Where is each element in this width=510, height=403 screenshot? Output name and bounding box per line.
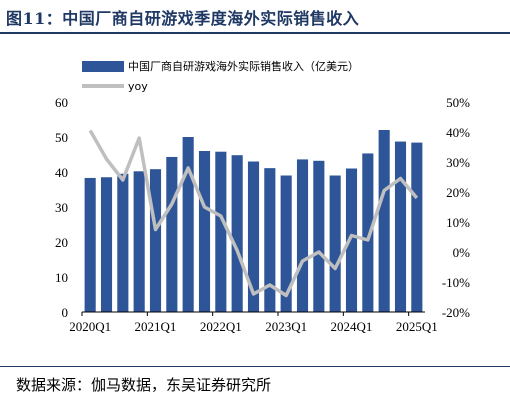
chart: 中国厂商自研游戏海外实际销售收入（亿美元） yoy 0 10 20 30 40 50 60 -… bbox=[55, 59, 470, 334]
x-tick-label: 2021Q1 bbox=[135, 319, 177, 334]
left-tick-label: 50 bbox=[55, 130, 68, 145]
bar bbox=[345, 168, 358, 312]
bar bbox=[378, 130, 390, 312]
x-tick-label: 2024Q1 bbox=[331, 319, 373, 334]
bar bbox=[231, 155, 243, 312]
left-tick-label: 60 bbox=[55, 95, 68, 110]
bar bbox=[411, 142, 423, 312]
axes bbox=[81, 311, 425, 316]
legend-bar-label: 中国厂商自研游戏海外实际销售收入（亿美元） bbox=[128, 59, 359, 73]
figure-title: 图11：中国厂商自研游戏季度海外实际销售收入 bbox=[6, 9, 360, 28]
bar bbox=[84, 177, 96, 312]
bar bbox=[394, 141, 407, 312]
bar bbox=[247, 161, 260, 312]
x-tick-label: 2022Q1 bbox=[200, 319, 242, 334]
left-tick-label: 30 bbox=[55, 200, 68, 215]
source-note: 数据来源：伽马数据，东吴证券研究所 bbox=[16, 376, 272, 394]
bar bbox=[280, 175, 292, 312]
x-tick-label: 2023Q1 bbox=[265, 319, 307, 334]
right-tick-label: 20% bbox=[446, 185, 470, 200]
left-tick-label: 10 bbox=[55, 270, 68, 285]
bar bbox=[117, 173, 129, 312]
source-divider bbox=[0, 366, 510, 367]
left-tick-label: 40 bbox=[55, 165, 68, 180]
right-tick-label: 0% bbox=[453, 245, 471, 260]
bar bbox=[166, 156, 178, 312]
right-tick-label: 50% bbox=[446, 95, 470, 110]
right-tick-label: -20% bbox=[442, 305, 470, 320]
x-tick-label: 2020Q1 bbox=[69, 319, 111, 334]
bar bbox=[149, 169, 162, 312]
bar bbox=[264, 168, 276, 312]
right-tick-label: -10% bbox=[442, 275, 470, 290]
bar bbox=[215, 151, 227, 312]
title-divider bbox=[0, 32, 510, 34]
x-axis-ticks: 2020Q1 2021Q1 2022Q1 2023Q1 2024Q1 2025Q1 bbox=[69, 319, 438, 334]
legend-bar-swatch bbox=[82, 61, 124, 72]
right-tick-label: 40% bbox=[446, 125, 470, 140]
left-tick-label: 0 bbox=[62, 305, 69, 320]
x-tick-label: 2025Q1 bbox=[396, 319, 438, 334]
right-tick-label: 10% bbox=[446, 215, 470, 230]
bar bbox=[362, 153, 374, 312]
left-axis-ticks: 0 10 20 30 40 50 60 bbox=[55, 95, 68, 320]
bar bbox=[133, 171, 145, 312]
bar bbox=[100, 177, 113, 312]
right-axis-ticks: -20% -10% 0% 10% 20% 30% 40% 50% bbox=[442, 95, 470, 320]
legend-line-label: yoy bbox=[128, 80, 148, 93]
yoy-series bbox=[88, 129, 419, 298]
yoy-line bbox=[88, 129, 419, 298]
bar bbox=[329, 175, 341, 312]
legend: 中国厂商自研游戏海外实际销售收入（亿美元） yoy bbox=[82, 59, 359, 93]
bar-series bbox=[84, 130, 423, 312]
left-tick-label: 20 bbox=[55, 235, 68, 250]
bar bbox=[313, 160, 325, 312]
bar bbox=[182, 137, 194, 312]
bar bbox=[296, 159, 309, 312]
bar bbox=[198, 151, 211, 312]
right-tick-label: 30% bbox=[446, 155, 470, 170]
